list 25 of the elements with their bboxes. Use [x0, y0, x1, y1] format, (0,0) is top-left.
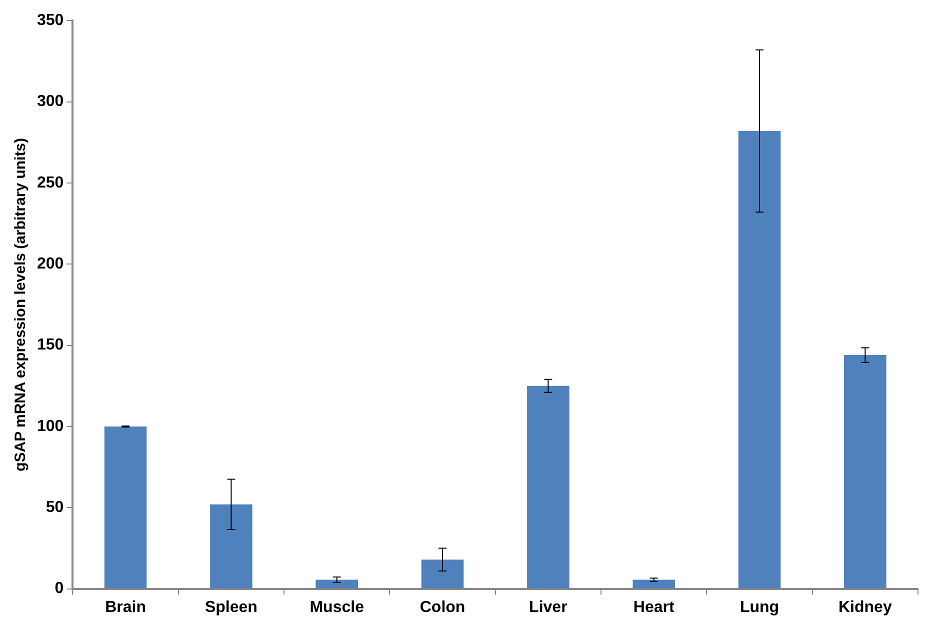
- bar: [844, 355, 886, 588]
- y-axis-title: gSAP mRNA expression levels (arbitrary units): [12, 138, 30, 472]
- bar: [421, 560, 464, 588]
- y-tick-label: 0: [54, 580, 64, 598]
- x-tick-label: Muscle: [310, 598, 364, 616]
- bar: [632, 580, 675, 588]
- x-tick-label: Heart: [633, 598, 675, 616]
- y-tick-label: 300: [36, 93, 64, 110]
- x-tick-label: Lung: [740, 598, 780, 616]
- y-tick-label: 200: [36, 256, 64, 273]
- y-tick-label: 250: [36, 174, 64, 192]
- y-tick-label: 100: [36, 418, 64, 435]
- bar: [210, 504, 252, 588]
- x-tick-label: Liver: [529, 598, 568, 616]
- bar: [527, 386, 570, 588]
- bar: [738, 130, 781, 588]
- y-tick-label: 150: [36, 336, 64, 354]
- y-tick-label: 350: [36, 12, 64, 30]
- bar: [316, 580, 358, 588]
- x-tick-label: Spleen: [204, 598, 258, 616]
- x-tick-label: Brain: [105, 598, 146, 616]
- x-tick-label: Colon: [420, 598, 466, 616]
- y-tick-label: 50: [46, 499, 64, 516]
- bar: [104, 426, 147, 588]
- x-tick-label: Kidney: [838, 598, 892, 616]
